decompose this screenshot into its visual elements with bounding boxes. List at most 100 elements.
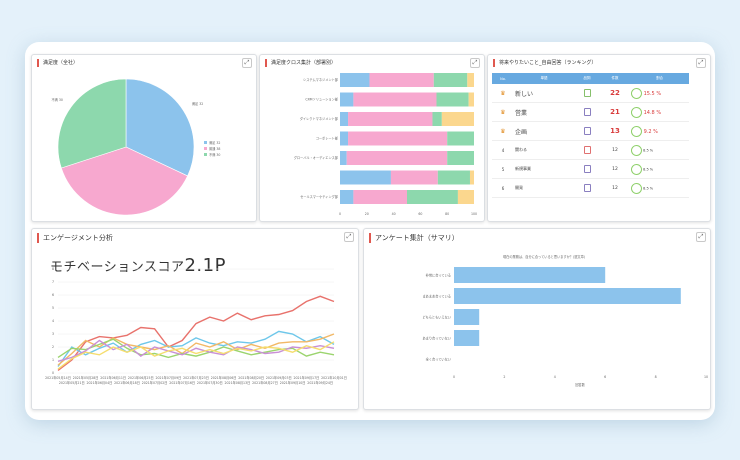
y-tick-label: 5 (52, 306, 54, 310)
y-tick-label: 7 (52, 280, 54, 284)
panel-title: 満足度クロス集計（部署別） (265, 59, 336, 67)
slice-label: 不満 30 (51, 97, 62, 102)
motivation-value: 2.1P (184, 255, 226, 276)
rank-cell: 5 (492, 159, 514, 179)
x-axis-label: 回答数 (575, 382, 585, 387)
ranking-panel: 将来やりたいこと_自由回答（ランキング） ⤢ No. 単語 品詞 件数 割合 ♛… (487, 54, 711, 222)
column-header: No. (492, 73, 514, 84)
bar-segment (437, 170, 470, 185)
bar-segment (340, 131, 349, 146)
bar-segment (348, 112, 433, 126)
motivation-label: モチベーションスコア (50, 260, 185, 275)
crown-icon: ♛ (500, 89, 506, 97)
panel-title: エンゲージメント分析 (37, 233, 113, 243)
y-tick-label: 8 (52, 267, 54, 271)
table-row[interactable]: ♛ 新しい 22 15.5 % (492, 84, 689, 103)
x-tick-label: 2021年08月13日 (225, 380, 251, 385)
stacked-bar-chart: システムマネジメント部 CRMソリューション部ダイレクトマネジメント部コーポレート… (294, 73, 477, 216)
series-line (57, 295, 335, 371)
bar-segment (369, 73, 434, 87)
x-tick-label: 4 (554, 375, 556, 379)
legend-swatch (204, 153, 207, 156)
ratio-cell: 8.5 % (643, 186, 654, 190)
x-tick-label: 2021年07月02日 (142, 380, 168, 385)
x-tick-label: 2021年05月14日 (45, 375, 71, 380)
ratio-donut-icon (631, 125, 642, 137)
table-row[interactable]: ♛ 営業 21 14.8 % (492, 102, 689, 122)
expand-icon[interactable]: ⤢ (696, 232, 706, 242)
x-tick-label: 2021年06月04日 (87, 380, 113, 385)
cross-tab-panel: 満足度クロス集計（部署別） ⤢ システムマネジメント部 CRMソリューション部 ダイ… (259, 54, 485, 222)
x-tick-label: 80 (445, 212, 449, 216)
ratio-donut-icon (631, 182, 642, 194)
bar-segment (340, 170, 391, 185)
category-label: CRMソリューション部 (305, 97, 338, 102)
category-label: グローバル・オーディエンス部 (294, 155, 339, 160)
y-tick-label: 6 (52, 293, 54, 297)
expand-icon[interactable]: ⤢ (242, 58, 252, 68)
word-cell: 関わる (514, 140, 574, 160)
category-label: システムマネジメント部 (303, 77, 339, 82)
x-tick-label: 0 (339, 212, 341, 216)
part-of-speech-icon (583, 145, 591, 154)
category-label: 非常に合っている (426, 273, 451, 278)
category-label: セールスマーケティング部 (300, 194, 339, 199)
x-tick-label: 2021年08月27日 (252, 380, 278, 385)
rank-cell: 4 (492, 140, 514, 160)
x-tick-label: 2021年06月18日 (114, 380, 140, 385)
pie-slice (60, 146, 188, 216)
count-cell: 22 (600, 84, 630, 103)
ratio-donut-icon (631, 106, 642, 118)
category-label: ダイレクトマネジメント部 (300, 116, 339, 121)
bar-segment (340, 73, 370, 87)
x-tick-label: 100 (471, 212, 477, 216)
bar-segment (457, 190, 474, 204)
expand-icon[interactable]: ⤢ (470, 58, 480, 68)
table-row[interactable]: 4 関わる 12 8.5 % (492, 140, 689, 160)
category-label: 全く合っていない (426, 357, 451, 362)
word-cell: 営業 (514, 102, 574, 122)
part-of-speech-icon (583, 107, 591, 116)
category-label: どちらともいえない (422, 315, 451, 320)
expand-icon[interactable]: ⤢ (344, 232, 354, 242)
chart-title: 現在の業務は、自分に合っていると思いますか？(選文章) (503, 254, 585, 259)
table-row[interactable]: ♛ 企画 13 9.2 % (492, 121, 689, 141)
x-tick-label: 2021年05月21日 (59, 380, 85, 385)
y-tick-label: 0 (52, 371, 54, 375)
x-tick-label: 2021年06月25日 (128, 375, 154, 380)
count-cell: 12 (600, 178, 630, 198)
x-tick-label: 2021年09月10日 (280, 380, 306, 385)
word-cell: 新規事業 (514, 159, 574, 179)
word-cell: 開発 (514, 178, 574, 198)
legend-label: 満足 32 (209, 140, 220, 145)
ratio-cell: 15.5 % (643, 90, 662, 97)
crown-icon: ♛ (500, 108, 506, 116)
category-label: まあまあ合っている (422, 294, 451, 299)
bar-segment (340, 92, 354, 107)
expand-icon[interactable]: ⤢ (696, 58, 706, 68)
table-row[interactable]: 5 新規事業 12 8.5 % (492, 159, 689, 179)
word-cell: 企画 (514, 121, 574, 141)
legend-label: 普通 38 (209, 146, 220, 151)
x-tick-label: 6 (604, 375, 606, 379)
pie-slice (57, 78, 127, 169)
x-tick-label: 2021年08月06日 (211, 375, 237, 380)
legend-swatch (204, 147, 207, 150)
table-row[interactable]: 6 開発 12 8.5 % (492, 178, 689, 198)
x-tick-label: 60 (418, 212, 422, 216)
bar-segment (340, 190, 354, 204)
legend-label: 不満 30 (209, 152, 220, 157)
bar-segment (348, 131, 448, 146)
bar-segment (447, 131, 474, 146)
x-tick-label: 2021年06月11日 (100, 375, 126, 380)
x-tick-label: 2021年10月01日 (321, 375, 347, 380)
bar-segment (390, 170, 438, 185)
part-of-speech-icon (583, 126, 591, 135)
category-label: あまり合っていない (422, 336, 451, 341)
bar-segment (468, 92, 474, 107)
bar-segment (353, 92, 437, 107)
x-tick-label: 2 (503, 375, 505, 379)
count-cell: 12 (600, 140, 630, 160)
